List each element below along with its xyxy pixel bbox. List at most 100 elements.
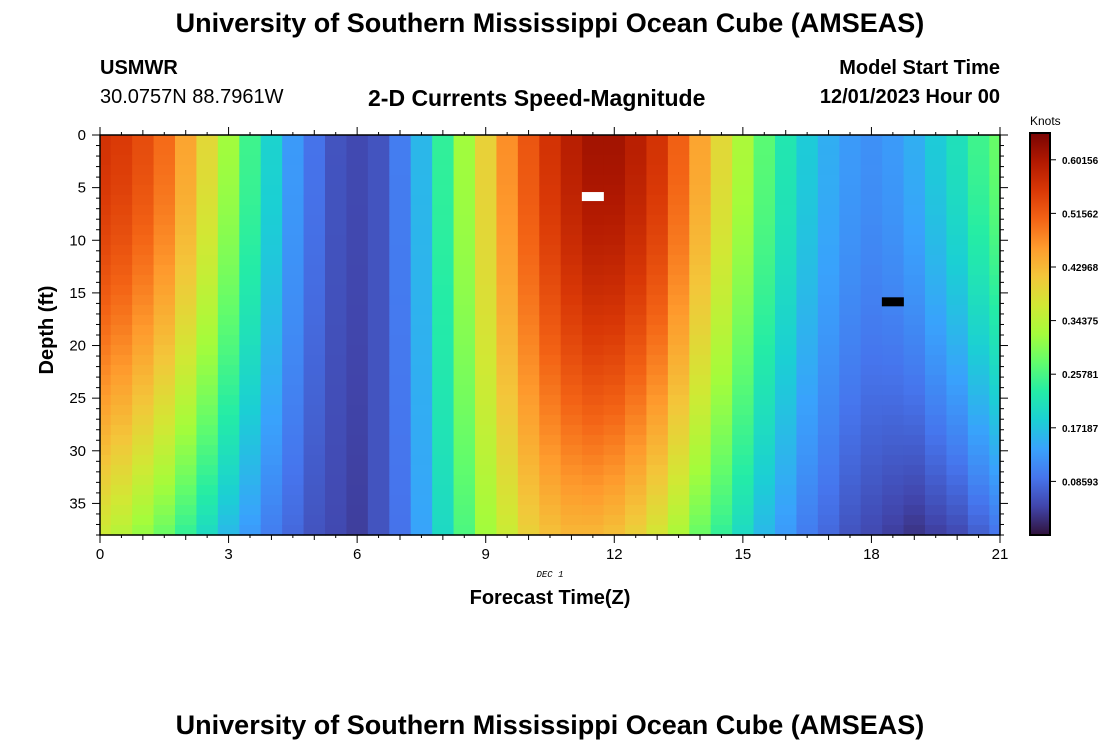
heatmap-cell — [325, 395, 348, 406]
heatmap-cell — [517, 235, 540, 246]
heatmap-cell — [303, 205, 326, 216]
heatmap-cell — [882, 465, 905, 476]
heatmap-cell — [839, 385, 862, 396]
heatmap-cell — [282, 195, 305, 206]
heatmap-cell — [217, 325, 240, 336]
heatmap-cell — [325, 385, 348, 396]
heatmap-cell — [732, 515, 755, 526]
heatmap-cell — [946, 385, 969, 396]
heatmap-cell — [817, 465, 840, 476]
heatmap-cell — [560, 135, 583, 146]
heatmap-cell — [239, 185, 262, 196]
heatmap-cell — [989, 315, 1001, 326]
heatmap-cell — [903, 265, 926, 276]
heatmap-cell — [625, 395, 648, 406]
heatmap-cell — [925, 525, 948, 536]
heatmap-cell — [582, 465, 605, 476]
heatmap-cell — [239, 235, 262, 246]
heatmap-cell — [282, 515, 305, 526]
heatmap-cell — [132, 185, 155, 196]
heatmap-cell — [646, 445, 669, 456]
heatmap-cell — [153, 345, 176, 356]
heatmap-cell — [432, 415, 455, 426]
heatmap-cell — [100, 295, 112, 306]
heatmap-cell — [432, 445, 455, 456]
heatmap-cell — [732, 155, 755, 166]
heatmap-cell — [689, 425, 712, 436]
heatmap-cell — [175, 375, 198, 386]
heatmap-cell — [903, 175, 926, 186]
heatmap-cell — [625, 405, 648, 416]
heatmap-cell — [239, 305, 262, 316]
heatmap-cell — [217, 335, 240, 346]
heatmap-cell — [689, 475, 712, 486]
heatmap-cell — [925, 185, 948, 196]
heatmap-cell — [175, 465, 198, 476]
heatmap-cell — [689, 435, 712, 446]
heatmap-cell — [410, 455, 433, 466]
heatmap-cell — [967, 495, 990, 506]
heatmap-cell — [100, 345, 112, 356]
heatmap-cell — [346, 345, 369, 356]
heatmap-cell — [625, 475, 648, 486]
heatmap-cell — [153, 205, 176, 216]
heatmap-cell — [410, 345, 433, 356]
heatmap-cell — [539, 355, 562, 366]
heatmap-cell — [260, 485, 283, 496]
heatmap-cell — [100, 475, 112, 486]
heatmap-cell — [539, 445, 562, 456]
heatmap-cell — [539, 525, 562, 536]
heatmap-cell — [325, 485, 348, 496]
heatmap-cell — [903, 135, 926, 146]
heatmap-cell — [753, 255, 776, 266]
heatmap-cell — [303, 415, 326, 426]
heatmap-cell — [153, 415, 176, 426]
heatmap-cell — [239, 455, 262, 466]
heatmap-cell — [475, 465, 498, 476]
heatmap-cell — [946, 355, 969, 366]
heatmap-cell — [946, 395, 969, 406]
heatmap-cell — [475, 405, 498, 416]
heatmap-cell — [132, 415, 155, 426]
heatmap-cell — [325, 135, 348, 146]
heatmap-cell — [860, 445, 883, 456]
heatmap-cell — [475, 435, 498, 446]
heatmap-cell — [603, 435, 626, 446]
heatmap-cell — [603, 385, 626, 396]
heatmap-cell — [775, 335, 798, 346]
x-tick-labels: 0 3 6 9 12 15 18 21 — [96, 546, 1009, 563]
heatmap-cell — [946, 335, 969, 346]
heatmap-cell — [303, 145, 326, 156]
heatmap-cell — [646, 155, 669, 166]
heatmap-cell — [882, 365, 905, 376]
heatmap-cell — [453, 525, 476, 536]
heatmap-cell — [260, 345, 283, 356]
heatmap-cell — [410, 495, 433, 506]
heatmap-cell — [839, 435, 862, 446]
heatmap-cell — [710, 295, 733, 306]
heatmap-cell — [389, 315, 412, 326]
heatmap-cell — [110, 505, 133, 516]
heatmap-cell — [517, 365, 540, 376]
heatmap-cell — [100, 185, 112, 196]
heatmap-cell — [517, 375, 540, 386]
heatmap-cell — [946, 455, 969, 466]
heatmap-cell — [217, 395, 240, 406]
heatmap-cell — [946, 375, 969, 386]
heatmap-cell — [153, 285, 176, 296]
heatmap-cell — [753, 265, 776, 276]
heatmap-cell — [817, 135, 840, 146]
heatmap-cell — [239, 225, 262, 236]
heatmap-cell — [132, 355, 155, 366]
heatmap-cell — [539, 195, 562, 206]
heatmap-cell — [410, 225, 433, 236]
heatmap-cell — [560, 295, 583, 306]
heatmap-cell — [475, 135, 498, 146]
heatmap-cell — [325, 475, 348, 486]
heatmap-cell — [175, 455, 198, 466]
heatmap-cell — [153, 325, 176, 336]
heatmap-cell — [646, 185, 669, 196]
heatmap-cell — [689, 175, 712, 186]
heatmap-cell — [410, 195, 433, 206]
heatmap-cell — [110, 525, 133, 536]
